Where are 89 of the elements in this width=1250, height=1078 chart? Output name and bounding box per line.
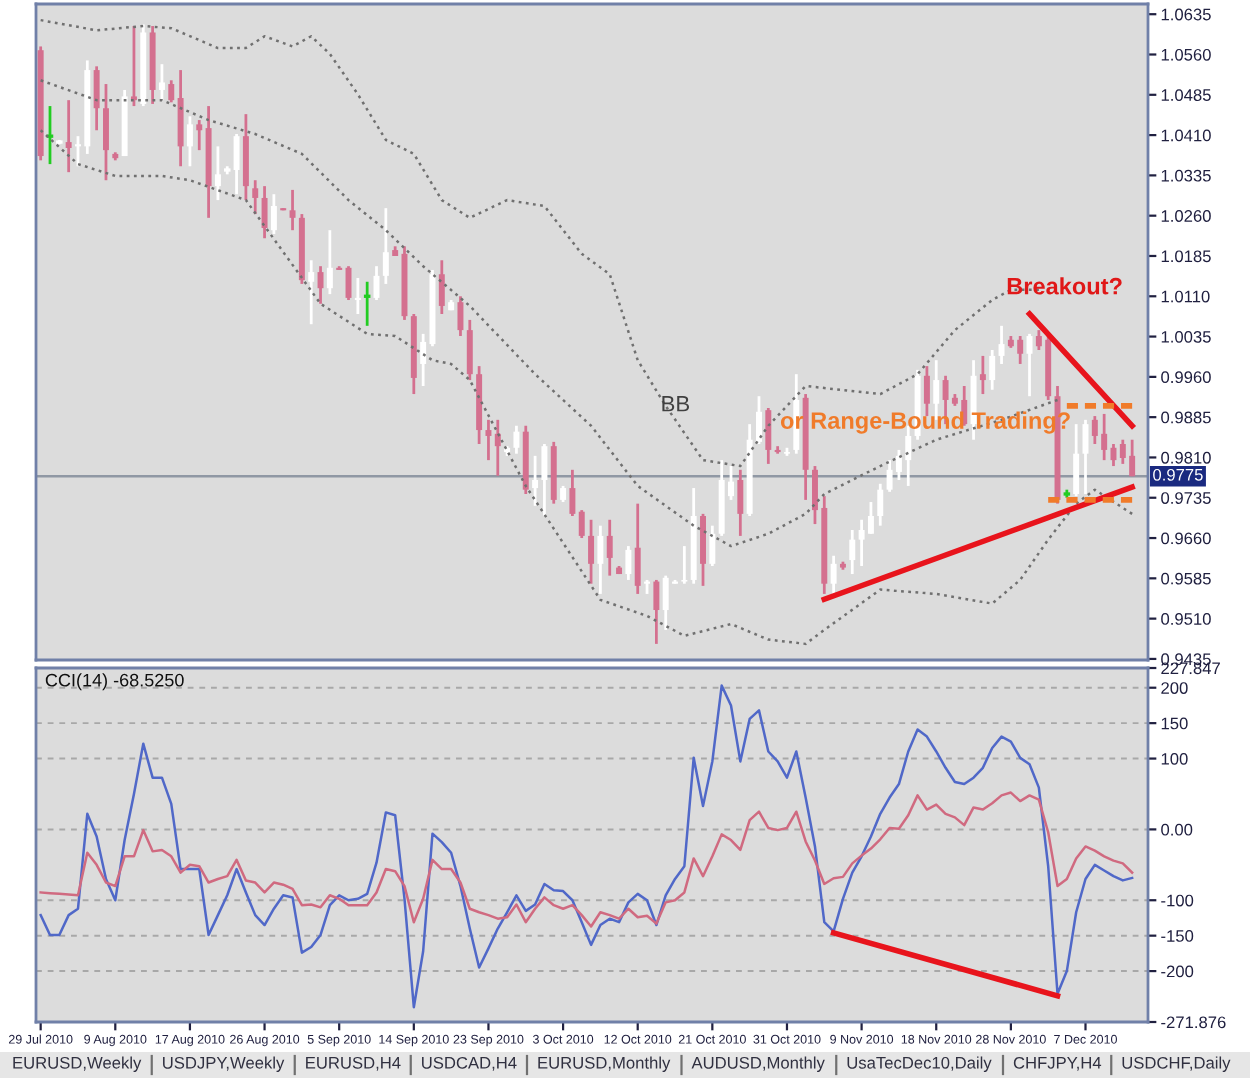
candlestick xyxy=(102,82,109,182)
candlestick xyxy=(867,500,874,536)
candlestick xyxy=(653,578,660,646)
ref-line-label: 0.9775 xyxy=(1153,468,1203,481)
candlestick xyxy=(252,178,259,216)
candlestick xyxy=(438,258,445,316)
text: USDJPY,Weekly xyxy=(163,1056,285,1072)
candlestick xyxy=(457,294,464,338)
y-tick-label: 0.9885 xyxy=(1161,411,1211,424)
y-tick-label: -200 xyxy=(1161,965,1194,978)
candlestick xyxy=(532,454,539,508)
candlestick xyxy=(326,228,333,296)
text: AUDUSD,Monthly xyxy=(691,1056,825,1072)
candlestick xyxy=(466,318,473,382)
y-tick-label: 150 xyxy=(1161,717,1188,730)
candlestick xyxy=(345,264,352,302)
text: EURUSD,Monthly xyxy=(538,1056,671,1072)
candlestick xyxy=(1026,332,1033,398)
y-tick-label: 0.00 xyxy=(1161,823,1193,836)
text: CHFJPY,H4 xyxy=(1013,1056,1102,1071)
y-tick-label: 1.0035 xyxy=(1161,330,1211,343)
candlestick xyxy=(849,528,856,576)
candlestick xyxy=(382,206,389,286)
candlestick xyxy=(877,482,884,528)
candlestick xyxy=(168,78,175,104)
candlestick xyxy=(765,406,772,466)
candlestick xyxy=(261,184,268,240)
y-tick-label: 227.847 xyxy=(1161,662,1220,675)
y-tick-label: 1.0335 xyxy=(1161,169,1211,182)
y-tick-label: -100 xyxy=(1161,894,1194,907)
text: USDCAD,H4 xyxy=(422,1056,517,1071)
candlestick xyxy=(625,544,632,582)
y-tick-label: 1.0485 xyxy=(1161,89,1211,101)
y-tick-label: 1.0410 xyxy=(1161,129,1211,142)
y-tick-label: 0.9660 xyxy=(1161,532,1211,545)
candlestick xyxy=(681,544,688,586)
y-tick-label: 0.9585 xyxy=(1161,572,1211,585)
y-tick-label: 1.0185 xyxy=(1161,250,1211,263)
candlestick xyxy=(65,98,72,174)
candlestick xyxy=(588,518,595,586)
candlestick xyxy=(93,64,100,132)
line-series xyxy=(39,791,1134,928)
candlestick xyxy=(317,264,324,306)
y-tick-label: 100 xyxy=(1161,752,1188,765)
candlestick xyxy=(289,188,296,232)
candlestick xyxy=(308,258,315,326)
candlestick xyxy=(737,468,744,538)
y-tick-label: 200 xyxy=(1161,682,1188,694)
candlestick xyxy=(186,114,193,168)
text: EURUSD,H4 xyxy=(306,1056,401,1071)
y-tick-label: 0.9435 xyxy=(1161,653,1211,666)
y-tick-label: 0.9735 xyxy=(1161,492,1211,504)
candlestick xyxy=(998,324,1005,366)
y-tick-label: 0.9960 xyxy=(1161,371,1211,384)
candlestick xyxy=(700,512,706,588)
chart-title: CCI(14) -68.5250 xyxy=(45,673,184,691)
candlestick xyxy=(597,524,604,596)
y-tick-label: 1.0635 xyxy=(1161,8,1211,21)
line-series xyxy=(39,129,1134,646)
text: UsaTecDec10,Daily xyxy=(847,1056,992,1072)
candlestick xyxy=(354,276,361,316)
y-tick-label: 1.0110 xyxy=(1161,290,1210,303)
candlestick xyxy=(606,518,613,578)
text: USDCHF,Daily xyxy=(1122,1056,1231,1072)
annotation: Breakout? xyxy=(1007,277,1122,295)
text: EURUSD,Weekly xyxy=(13,1056,142,1072)
y-tick-label: -150 xyxy=(1161,930,1194,942)
candlestick xyxy=(830,554,837,596)
candlestick xyxy=(578,508,585,540)
candlestick xyxy=(485,418,492,462)
candlestick xyxy=(196,118,203,152)
y-tick-label: 0.9510 xyxy=(1161,613,1211,625)
annotation: BB xyxy=(662,396,690,412)
candlestick xyxy=(541,442,548,518)
candlestick xyxy=(569,468,576,518)
y-tick-label: 1.0560 xyxy=(1161,48,1211,61)
candlestick xyxy=(513,424,520,456)
candlestick xyxy=(634,502,641,596)
candlestick xyxy=(130,24,137,108)
y-tick-label: -271.876 xyxy=(1161,1016,1226,1029)
candlestick xyxy=(1073,422,1080,498)
y-tick-label: 0.9810 xyxy=(1161,451,1211,464)
candlestick xyxy=(270,192,277,236)
candlestick xyxy=(214,144,221,202)
y-tick-label: 1.0260 xyxy=(1161,210,1211,222)
candlestick xyxy=(709,524,716,568)
candlestick xyxy=(158,62,165,102)
candlestick xyxy=(979,354,986,396)
candlestick xyxy=(989,348,996,392)
